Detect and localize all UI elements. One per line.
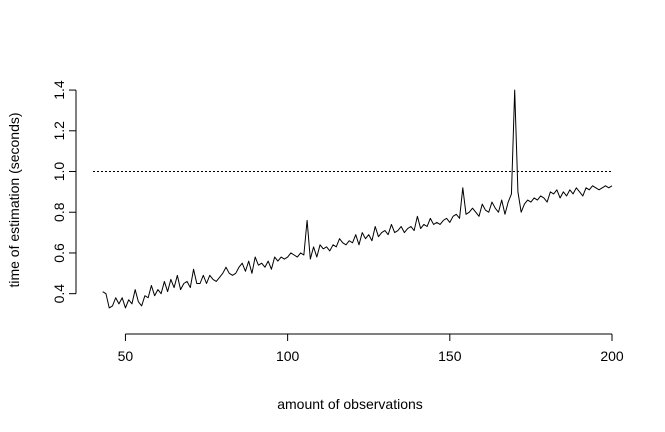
x-tick-label: 50 bbox=[118, 348, 134, 364]
x-axis: 50 100 150 200 bbox=[118, 333, 624, 364]
x-tick-label: 150 bbox=[438, 348, 462, 364]
y-axis-title: time of estimation (seconds) bbox=[6, 112, 22, 287]
x-axis-title: amount of observations bbox=[277, 396, 423, 412]
y-tick-label: 0.8 bbox=[51, 202, 67, 222]
y-tick-label: 1.4 bbox=[51, 80, 67, 100]
x-tick-label: 200 bbox=[600, 348, 624, 364]
series-layer bbox=[102, 89, 613, 309]
y-axis: 0.4 0.6 0.8 1.0 1.2 1.4 bbox=[51, 80, 77, 304]
series-line bbox=[102, 89, 613, 309]
y-tick-label: 1.2 bbox=[51, 121, 67, 141]
y-tick-label: 0.4 bbox=[51, 284, 67, 304]
y-tick-label: 1.0 bbox=[51, 162, 67, 182]
x-tick-label: 100 bbox=[276, 348, 300, 364]
y-tick-label: 0.6 bbox=[51, 243, 67, 263]
